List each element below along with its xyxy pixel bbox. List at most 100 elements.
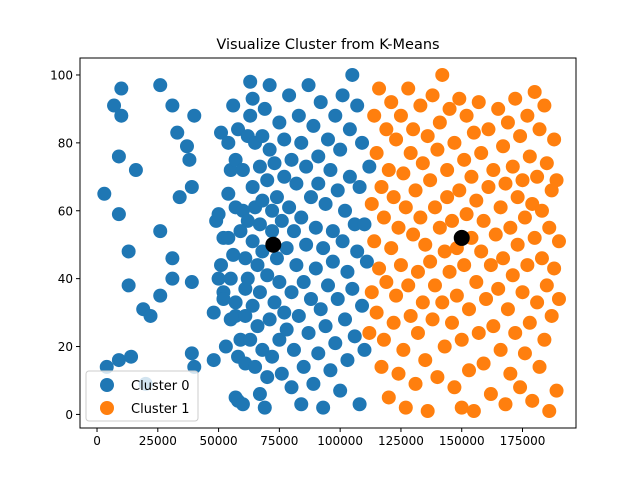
x-tick-label: 175000 xyxy=(500,434,546,448)
cluster-0-point xyxy=(340,353,355,368)
cluster-1-point xyxy=(469,193,484,208)
cluster-0-point xyxy=(342,169,357,184)
legend-label-cluster-1: Cluster 1 xyxy=(131,402,190,417)
cluster-0-point xyxy=(226,98,241,113)
cluster-1-point xyxy=(551,292,566,307)
y-axis: 0 20 40 60 80 100 xyxy=(50,68,80,422)
cluster-0-point xyxy=(221,186,236,201)
cluster-0-point xyxy=(277,132,292,147)
cluster-0-point xyxy=(316,241,331,256)
cluster-0-point xyxy=(211,207,226,222)
cluster-0-point xyxy=(294,135,309,150)
cluster-0-point xyxy=(274,213,289,228)
cluster-0-point xyxy=(262,312,277,327)
cluster-0-point xyxy=(325,254,340,269)
cluster-0-point xyxy=(124,349,139,364)
cluster-0-point xyxy=(286,224,301,239)
cluster-1-point xyxy=(534,251,549,266)
x-tick-label: 100000 xyxy=(317,434,363,448)
y-tick-label: 0 xyxy=(65,408,73,422)
cluster-1-point xyxy=(466,404,481,419)
cluster-1-point xyxy=(522,315,537,330)
cluster-1-point xyxy=(517,346,532,361)
cluster-0-point xyxy=(269,190,284,205)
cluster-0-point xyxy=(284,380,299,395)
cluster-0-point xyxy=(248,359,263,374)
cluster-0-point xyxy=(265,349,280,364)
cluster-0-point xyxy=(321,278,335,293)
cluster-0-point xyxy=(299,159,314,174)
x-tick-label: 150000 xyxy=(439,434,485,448)
cluster-0-point xyxy=(345,281,360,296)
cluster-0-point xyxy=(347,329,362,344)
cluster-0-point xyxy=(355,135,370,150)
cluster-0-point xyxy=(184,346,199,361)
cluster-1-point xyxy=(488,227,503,242)
cluster-1-point xyxy=(493,342,508,357)
cluster-1-point xyxy=(362,325,377,340)
cluster-0-point xyxy=(121,278,136,293)
cluster-1-point xyxy=(527,84,542,99)
cluster-0-point xyxy=(214,258,229,273)
cluster-0-point xyxy=(257,400,272,415)
cluster-1-point xyxy=(498,397,513,412)
cluster-0-point xyxy=(206,305,221,320)
legend-label-cluster-0: Cluster 0 xyxy=(131,379,190,394)
centroid-0 xyxy=(265,236,282,253)
cluster-1-point xyxy=(498,176,513,191)
cluster-1-point xyxy=(505,268,520,283)
cluster-1-point xyxy=(474,244,489,259)
cluster-0-point xyxy=(206,353,221,368)
cluster-0-point xyxy=(107,98,122,113)
cluster-1-point xyxy=(537,332,552,347)
y-tick-label: 100 xyxy=(50,68,73,82)
cluster-1-point xyxy=(427,278,442,293)
cluster-1-point xyxy=(413,98,428,113)
cluster-1-point xyxy=(423,254,438,269)
cluster-0-point xyxy=(306,118,321,133)
cluster-1-point xyxy=(418,353,433,368)
cluster-1-point xyxy=(442,101,457,116)
cluster-1-point xyxy=(445,315,459,330)
x-tick-label: 25000 xyxy=(139,434,177,448)
cluster-1-point xyxy=(457,152,472,167)
cluster-1-point xyxy=(393,258,408,273)
cluster-0-point xyxy=(308,261,323,276)
cluster-1-point xyxy=(520,258,535,273)
cluster-0-point xyxy=(243,74,258,89)
cluster-1-point xyxy=(408,183,423,198)
cluster-0-point xyxy=(335,234,350,249)
cluster-1-point xyxy=(447,135,462,150)
cluster-0-point xyxy=(262,142,277,157)
cluster-1-point xyxy=(496,251,511,266)
y-tick-label: 80 xyxy=(58,136,73,150)
cluster-1-point xyxy=(389,288,404,303)
cluster-0-point xyxy=(153,288,168,303)
cluster-0-point xyxy=(296,359,311,374)
cluster-1-point xyxy=(384,241,399,256)
cluster-1-point xyxy=(503,220,518,235)
cluster-1-point xyxy=(510,237,525,252)
cluster-0-point xyxy=(226,247,241,262)
cluster-0-point xyxy=(165,271,180,286)
cluster-1-point xyxy=(532,359,547,374)
cluster-0-point xyxy=(272,115,287,130)
cluster-1-point xyxy=(542,404,557,419)
cluster-0-point xyxy=(352,397,367,412)
cluster-0-point xyxy=(245,179,260,194)
cluster-1-point xyxy=(532,122,547,137)
cluster-1-point xyxy=(530,295,545,310)
cluster-1-point xyxy=(374,359,389,374)
cluster-0-point xyxy=(165,98,180,113)
cluster-0-point xyxy=(99,359,114,374)
cluster-0-point xyxy=(228,295,243,310)
cluster-0-point xyxy=(352,179,367,194)
cluster-0-point xyxy=(313,302,328,317)
cluster-0-point xyxy=(233,224,248,239)
legend: Cluster 0 Cluster 1 xyxy=(85,370,199,422)
cluster-0-point xyxy=(252,217,267,232)
cluster-0-point xyxy=(318,319,333,334)
cluster-0-point xyxy=(252,387,267,402)
cluster-0-point xyxy=(114,81,129,96)
